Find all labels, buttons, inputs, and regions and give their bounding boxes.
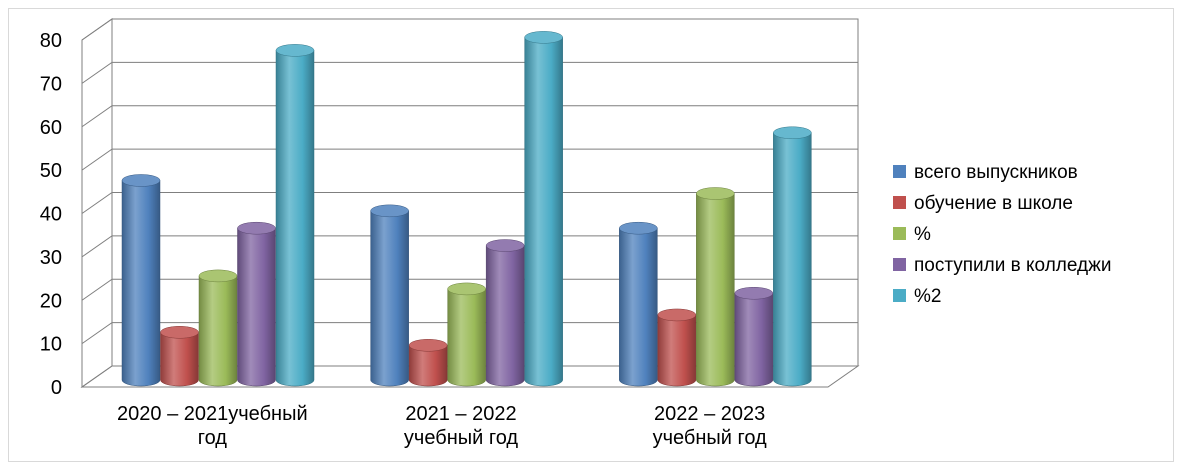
bar-body — [237, 227, 276, 387]
bar-top — [657, 308, 697, 322]
legend-swatch — [893, 196, 906, 209]
bar-5-3 — [773, 126, 812, 387]
gridline — [81, 235, 858, 258]
gridline — [81, 278, 858, 301]
gridline — [81, 61, 858, 84]
bar-body — [734, 293, 774, 387]
bar-top — [447, 282, 486, 296]
bar-body — [408, 345, 448, 387]
bar-top — [485, 239, 525, 252]
y-tick-label: 30 — [40, 247, 62, 269]
legend-swatch — [893, 227, 906, 240]
bar-body — [524, 37, 563, 387]
bar-2-2 — [408, 339, 448, 387]
y-tick-label: 70 — [40, 73, 62, 95]
bar-top — [275, 44, 315, 57]
gridline — [81, 148, 858, 171]
y-tick-label: 0 — [51, 377, 62, 399]
chart-frame — [8, 8, 1174, 462]
bar-3-1 — [198, 269, 238, 387]
legend-item: всего выпускников — [893, 162, 1078, 183]
bar-3-2 — [447, 282, 486, 387]
bar-body — [121, 180, 161, 387]
bar-top — [370, 204, 409, 218]
legend-item: поступили в колледжи — [893, 255, 1111, 276]
y-tick-label: 80 — [40, 30, 62, 52]
bar-top — [696, 187, 735, 200]
gridline — [81, 192, 858, 214]
bar-body — [773, 132, 812, 387]
bar-2-1 — [160, 326, 199, 387]
bar-top — [198, 269, 238, 283]
bars — [121, 31, 812, 387]
bar-4-2 — [485, 239, 525, 387]
x-category-label: 2022 – 2023 учебный год — [653, 403, 767, 449]
bar-2-3 — [657, 308, 697, 387]
legend-item: %2 — [893, 286, 941, 307]
bar-body — [370, 210, 409, 387]
bar-body — [198, 275, 238, 387]
bar-1-1 — [121, 174, 161, 387]
bar-1-3 — [619, 221, 658, 387]
x-category-label: 2020 – 2021учебный год — [117, 403, 308, 449]
bar-body — [619, 227, 658, 387]
bar-4-3 — [734, 287, 774, 387]
legend-label: всего выпускников — [914, 162, 1078, 183]
x-category-label: 2021 – 2022 учебный год — [404, 403, 518, 449]
gridline — [81, 105, 858, 128]
bar-body — [275, 50, 315, 387]
bar-body — [160, 332, 199, 387]
floor — [80, 365, 860, 388]
legend: всего выпускников обучение в школе% поступ… — [893, 162, 1111, 307]
bar-3-3 — [696, 187, 735, 387]
y-tick-label: 40 — [40, 204, 62, 226]
legend-item: обучение в школе — [893, 193, 1073, 214]
gridline — [81, 322, 858, 345]
bar-top — [773, 126, 812, 140]
bar-top — [734, 287, 774, 300]
bar-top — [408, 339, 448, 352]
y-tick-label: 60 — [40, 117, 62, 139]
bar-body — [696, 193, 735, 387]
bar-top — [160, 326, 199, 339]
legend-swatch — [893, 258, 906, 271]
legend-label: % — [914, 224, 931, 245]
bar-top — [121, 174, 161, 187]
bar-5-2 — [524, 31, 563, 387]
y-tick-label: 50 — [40, 160, 62, 182]
y-tick-label: 20 — [40, 290, 62, 312]
gridline — [81, 18, 858, 41]
y-axis-ticks: 0 10 20 30 40 50 60 70 80 — [40, 30, 62, 399]
legend-label: поступили в колледжи — [914, 255, 1111, 276]
bar-body — [447, 288, 486, 387]
bar-top — [237, 221, 276, 235]
bar-top — [619, 221, 658, 235]
bar-top — [524, 31, 563, 44]
legend-swatch — [893, 289, 906, 302]
gridlines — [81, 18, 858, 345]
legend-label: обучение в школе — [914, 193, 1073, 214]
legend-swatch — [893, 165, 906, 178]
x-axis-labels: 2020 – 2021учебный год 2021 – 2022 учебный … — [117, 403, 767, 449]
legend-label: %2 — [914, 286, 941, 307]
bar-body — [485, 245, 525, 387]
bar-5-1 — [275, 44, 315, 387]
legend-item: % — [893, 224, 931, 245]
y-tick-label: 10 — [40, 334, 62, 356]
bar-4-1 — [237, 221, 276, 387]
bar-1-2 — [370, 204, 409, 387]
bar-body — [657, 314, 697, 387]
